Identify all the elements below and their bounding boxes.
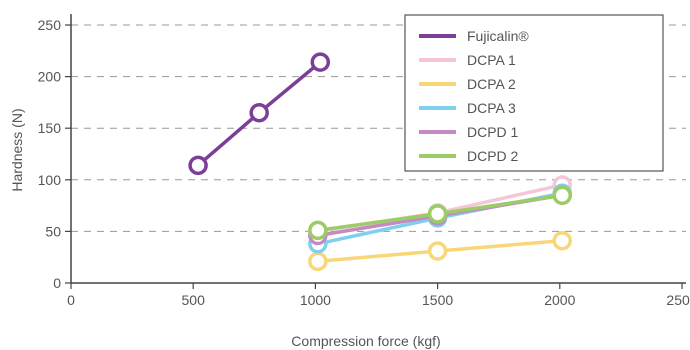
x-tick-label-0: 0 — [67, 292, 75, 308]
y-tick-label-0: 0 — [53, 275, 61, 291]
legend-label-5: DCPD 2 — [467, 148, 519, 164]
legend-label-2: DCPA 2 — [467, 76, 516, 92]
series-0-point-2 — [310, 52, 331, 72]
series-2-point-2 — [552, 230, 572, 251]
y-tick-label-150: 150 — [38, 120, 62, 136]
series-2 — [308, 230, 572, 272]
legend-label-3: DCPA 3 — [467, 100, 516, 116]
y-tick-label-250: 250 — [38, 17, 62, 33]
legend-label-0: Fujicalin® — [467, 28, 529, 44]
series-0-point-0 — [188, 155, 208, 176]
y-tick-label-50: 50 — [45, 223, 61, 239]
y-tick-label-100: 100 — [38, 172, 62, 188]
legend-label-4: DCPD 1 — [467, 124, 519, 140]
series-5-point-2 — [552, 185, 572, 206]
series-layer — [188, 52, 572, 272]
x-tick-label-2000: 2000 — [544, 292, 575, 308]
series-0-point-1 — [249, 102, 269, 123]
legend-label-1: DCPA 1 — [467, 52, 516, 68]
series-5 — [308, 185, 572, 241]
x-axis-title: Compression force (kgf) — [291, 333, 440, 349]
series-5-point-0 — [308, 220, 328, 241]
x-tick-label-1500: 1500 — [422, 292, 453, 308]
x-tick-label-500: 500 — [182, 292, 206, 308]
legend: Fujicalin® DCPA 1 DCPA 2 DCPA 3 DCPD 1 DCPD 2 — [404, 14, 664, 172]
axes — [70, 14, 686, 284]
y-ticks: 0 50 100 150 200 250 — [38, 17, 71, 291]
legend-box — [404, 14, 664, 172]
series-5-point-1 — [427, 204, 448, 224]
series-2-point-0 — [308, 251, 328, 272]
y-axis-title: Hardness (N) — [9, 108, 25, 191]
series-0 — [188, 52, 331, 176]
series-2-point-1 — [427, 241, 448, 261]
x-tick-label-1000: 1000 — [300, 292, 331, 308]
y-tick-label-200: 200 — [38, 69, 62, 85]
